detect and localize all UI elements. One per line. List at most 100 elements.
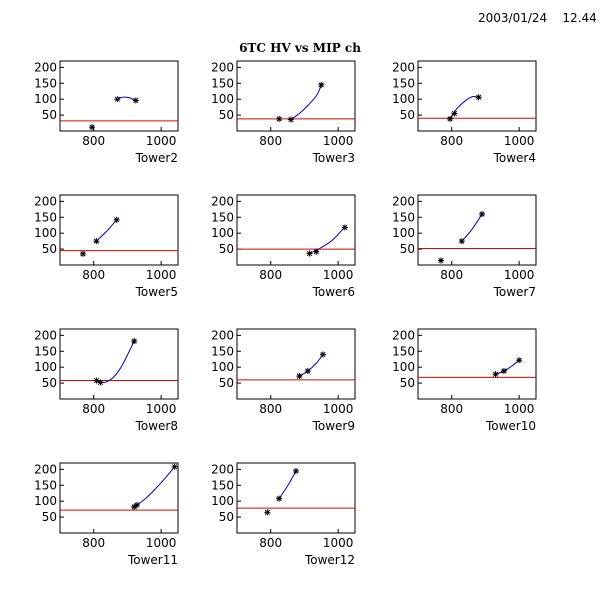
y-tick-label: 200 [392, 60, 415, 74]
x-tick-label: 1000 [504, 402, 535, 416]
marker-stroke [342, 224, 348, 231]
fit-curve [299, 354, 324, 377]
y-tick-label: 100 [211, 360, 234, 374]
panel-title: Tower10 [485, 419, 536, 433]
x-tick-label: 1000 [146, 268, 177, 282]
y-tick-label: 50 [42, 510, 57, 524]
y-tick-label: 200 [34, 462, 57, 476]
data-point [97, 379, 104, 386]
marker-stroke [296, 373, 302, 379]
data-point [516, 357, 523, 364]
x-tick-label: 1000 [504, 268, 535, 282]
marker-stroke [293, 468, 299, 474]
marker-stroke [131, 338, 137, 344]
data-point [171, 463, 178, 470]
y-tick-label: 100 [34, 494, 57, 508]
plot-frame [417, 194, 537, 266]
fit-curve [495, 359, 520, 375]
data-point [451, 110, 458, 117]
fit-curve [133, 466, 175, 508]
marker-stroke [114, 96, 120, 102]
plot-frame [59, 328, 179, 400]
y-tick-label: 200 [211, 194, 234, 208]
fit-curve [278, 470, 297, 499]
y-tick-label: 100 [211, 92, 234, 106]
y-tick-label: 50 [219, 242, 234, 256]
y-tick-label: 150 [211, 478, 234, 492]
marker-stroke [172, 464, 178, 470]
marker-stroke [80, 251, 86, 257]
data-point [304, 368, 311, 374]
marker-stroke [313, 249, 319, 255]
x-tick-label: 1000 [146, 402, 177, 416]
panel-tower4: 50 100 150 200 800 1000 Tower4 [392, 60, 537, 165]
y-tick-label: 50 [219, 510, 234, 524]
data-point [475, 94, 482, 101]
y-tick-label: 100 [392, 92, 415, 106]
data-point [132, 97, 139, 104]
data-point [287, 116, 294, 123]
y-tick-label: 50 [219, 108, 234, 122]
data-point [447, 115, 454, 122]
x-tick-label: 1000 [323, 134, 354, 148]
panel-title: Tower5 [135, 285, 178, 299]
marker-stroke [93, 377, 100, 384]
marker-stroke [264, 509, 270, 515]
data-point [437, 257, 444, 264]
data-point [500, 368, 507, 374]
data-point [133, 502, 140, 508]
panel-title: Tower8 [135, 419, 178, 433]
data-point [89, 124, 96, 131]
y-tick-label: 100 [211, 226, 234, 240]
plot-frame [417, 60, 537, 132]
y-tick-label: 100 [34, 226, 57, 240]
fit-curve [116, 96, 137, 102]
panel-title: Tower3 [312, 151, 355, 165]
data-point [319, 351, 326, 358]
x-tick-label: 800 [82, 536, 105, 550]
data-point [492, 371, 499, 378]
y-tick-label: 150 [211, 210, 234, 224]
timestamp: 2003/01/24 12.44 [478, 11, 597, 25]
data-point [276, 495, 283, 502]
marker-stroke [134, 502, 140, 508]
y-tick-label: 100 [392, 226, 415, 240]
data-point [79, 250, 86, 257]
panel-title: Tower11 [127, 553, 178, 567]
plot-frame [59, 60, 179, 132]
y-tick-label: 150 [392, 344, 415, 358]
y-tick-label: 100 [34, 92, 57, 106]
marker-stroke [276, 116, 282, 122]
panel-title: Tower9 [312, 419, 355, 433]
x-tick-label: 1000 [146, 536, 177, 550]
y-tick-label: 100 [211, 494, 234, 508]
x-tick-label: 800 [82, 268, 105, 282]
y-tick-label: 200 [34, 60, 57, 74]
plot-frame [59, 194, 179, 266]
y-tick-label: 200 [211, 328, 234, 342]
x-tick-label: 1000 [146, 134, 177, 148]
data-point [114, 96, 121, 103]
x-tick-label: 800 [259, 134, 282, 148]
y-tick-label: 150 [211, 344, 234, 358]
x-tick-label: 1000 [323, 536, 354, 550]
data-point [313, 248, 320, 255]
fit-curve [309, 226, 346, 254]
y-tick-label: 150 [34, 478, 57, 492]
panel-title: Tower6 [312, 285, 355, 299]
page-title: 6TC HV vs MIP ch [239, 41, 361, 55]
fit-curve [290, 85, 322, 120]
x-tick-label: 800 [259, 536, 282, 550]
panels-group: 50 100 150 200 800 1000 Tower2 50 100 150 200 800 10… [34, 60, 537, 567]
x-tick-label: 800 [440, 402, 463, 416]
marker-stroke [447, 116, 453, 122]
y-tick-label: 200 [34, 328, 57, 342]
y-tick-label: 150 [34, 210, 57, 224]
marker-stroke [516, 357, 522, 363]
data-point [264, 509, 271, 516]
marker-stroke [492, 371, 499, 377]
y-tick-label: 200 [392, 194, 415, 208]
data-point [276, 115, 283, 122]
x-tick-label: 800 [259, 402, 282, 416]
